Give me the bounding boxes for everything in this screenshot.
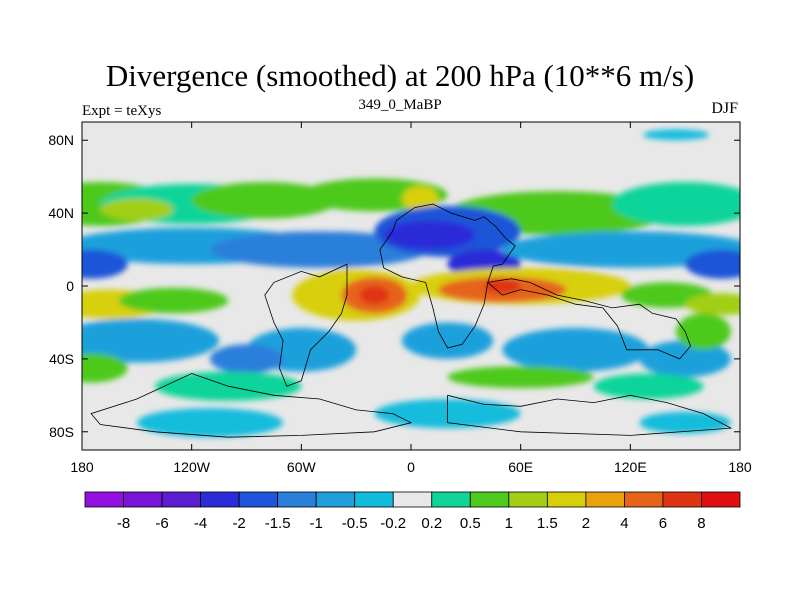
x-tick-label: 60W — [287, 459, 317, 475]
x-tick-label: 180 — [70, 459, 94, 475]
field-patch — [209, 344, 284, 374]
colorbar-label: 6 — [659, 515, 667, 532]
colorbar-swatch — [315, 491, 356, 508]
field-patch — [502, 231, 740, 268]
colorbar-swatch — [431, 491, 471, 508]
y-tick-label: 40S — [49, 351, 74, 367]
chart-title: Divergence (smoothed) at 200 hPa (10**6 … — [105, 58, 695, 93]
y-tick-label: 80S — [49, 424, 74, 440]
field-patch — [643, 129, 709, 141]
field-patch — [100, 198, 174, 221]
field-patch — [118, 287, 229, 314]
colorbar-label: -0.2 — [380, 515, 406, 532]
season-label: DJF — [711, 100, 738, 117]
colorbar-label: 0.2 — [421, 515, 442, 532]
colorbar-swatch — [123, 491, 163, 508]
field-patch — [383, 220, 475, 250]
colorbar-label: -0.5 — [342, 515, 368, 532]
colorbar-swatch — [662, 491, 702, 508]
field-patch — [685, 293, 740, 316]
colorbar-swatch — [508, 491, 548, 508]
field-patch — [447, 366, 594, 389]
experiment-label: Expt = teXys — [82, 103, 162, 119]
field-patch — [502, 327, 649, 372]
y-tick-label: 0 — [66, 278, 74, 294]
colorbar-label: 1 — [505, 515, 513, 532]
colorbar-swatch — [238, 491, 279, 508]
field-patch — [676, 313, 731, 350]
y-tick-label: 80N — [48, 132, 74, 148]
colorbar-swatch — [624, 491, 664, 508]
continent-outline — [264, 263, 348, 387]
colorbar-swatch — [277, 491, 317, 508]
colorbar-label: 1.5 — [537, 515, 558, 532]
field-patch — [639, 340, 731, 378]
field-patch — [209, 231, 430, 268]
colorbar-label: -8 — [117, 515, 130, 532]
colorbar-label: -6 — [155, 515, 168, 532]
field-patch — [484, 278, 521, 294]
field-patch — [191, 182, 338, 219]
field-patch — [136, 408, 284, 438]
continent-outlines — [90, 203, 733, 438]
colorbar-swatch — [200, 491, 240, 508]
colorbar-swatch — [354, 491, 394, 508]
colorbar-label: 4 — [620, 515, 628, 532]
colorbar-label: 2 — [582, 515, 590, 532]
x-tick-label: 120E — [614, 459, 647, 475]
field-patch — [401, 322, 494, 359]
colorbar-swatch — [469, 491, 510, 508]
colorbar-swatch — [84, 491, 124, 508]
colorbar-swatch — [161, 491, 201, 508]
field-patch — [82, 353, 128, 383]
field-patch — [612, 182, 740, 226]
colorbar-swatch — [585, 491, 625, 508]
continent-outline — [379, 203, 516, 349]
chart-subtitle: 349_0_MaBP — [358, 97, 442, 113]
plot-area — [82, 122, 740, 450]
continent-outline — [486, 278, 692, 360]
colorbar-label: 0.5 — [460, 515, 481, 532]
y-axis: 80N 40N 0 40S 80S — [48, 132, 740, 440]
field-patch — [82, 249, 128, 279]
x-tick-label: 120W — [173, 459, 210, 475]
x-tick-label: 180 — [728, 459, 752, 475]
colorbar-label: -1 — [310, 515, 323, 532]
colorbar-label: 8 — [697, 515, 705, 532]
y-tick-label: 40N — [48, 205, 74, 221]
x-axis: 180 120W 60W 0 60E 120E 180 — [70, 122, 752, 475]
colorbar-swatch — [546, 491, 587, 508]
colorbar: -8 -6 -4 -2 -1.5 -1 -0.5 -0.2 0.2 0.5 1 1.5 2 4 6 8 — [84, 491, 741, 532]
field-patch — [359, 286, 390, 305]
x-tick-label: 60E — [508, 459, 533, 475]
field-patch — [639, 411, 731, 434]
colorbar-label: -1.5 — [265, 515, 291, 532]
x-tick-label: 0 — [407, 459, 415, 475]
colorbar-swatch — [392, 491, 433, 508]
colorbar-label: -2 — [232, 515, 245, 532]
continent-outline — [90, 373, 413, 438]
colorbar-swatch — [701, 491, 741, 508]
field-patch — [685, 249, 740, 279]
colorbar-label: -4 — [194, 515, 207, 532]
field-patch — [593, 373, 704, 399]
field-patch — [82, 318, 220, 363]
continent-outline — [447, 394, 733, 436]
